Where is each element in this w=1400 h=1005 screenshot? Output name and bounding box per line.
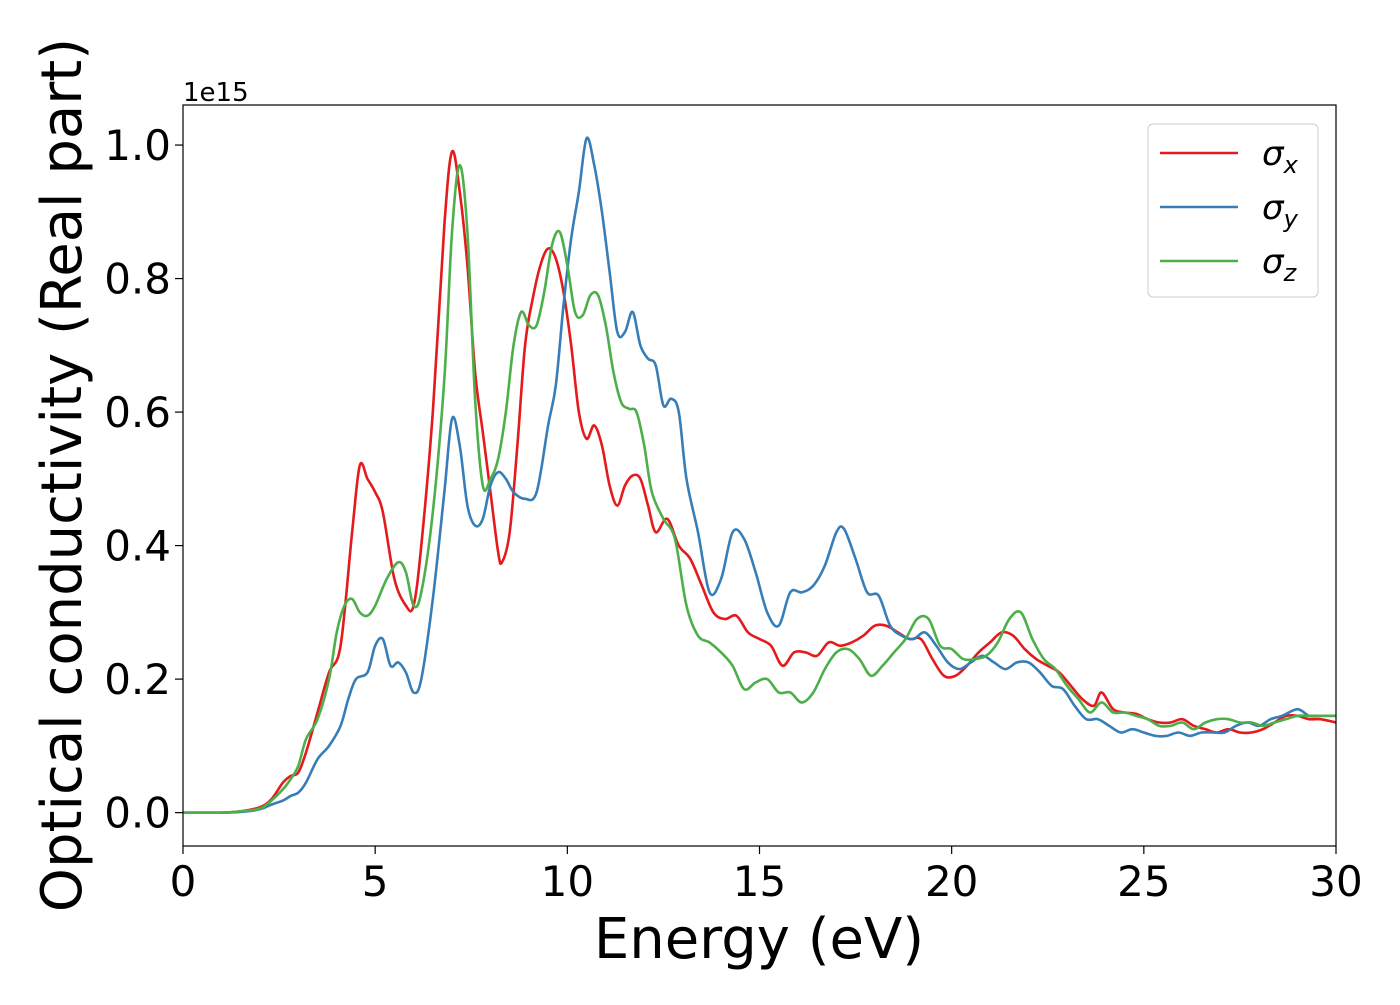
x-tick-label: 20	[925, 857, 978, 906]
y-tick-label: 0.8	[104, 255, 171, 304]
y-axis-label: Optical conductivity (Real part)	[30, 38, 95, 912]
y-tick-label: 0.6	[104, 388, 171, 437]
x-tick-label: 10	[541, 857, 594, 906]
legend-label-sigma-x: σx	[1262, 134, 1299, 179]
y-tick-label: 0.0	[104, 789, 171, 838]
series-line-sigma-y	[183, 136, 1336, 814]
x-axis-ticks: 0 5 10 15 20 25 30	[170, 846, 1363, 906]
legend-label-sigma-y: σy	[1262, 188, 1299, 233]
y-offset-label: 1e15	[183, 78, 249, 108]
legend-label-sigma-z: σz	[1262, 242, 1298, 287]
x-tick-label: 5	[362, 857, 389, 906]
series-lines	[183, 136, 1336, 815]
legend: σx σy σz	[1147, 123, 1319, 298]
series-line-sigma-z	[183, 163, 1336, 815]
y-tick-label: 0.4	[104, 522, 171, 571]
y-tick-label: 0.2	[104, 655, 171, 704]
x-tick-label: 30	[1309, 857, 1362, 906]
series-line-sigma-x	[183, 149, 1336, 815]
y-axis-ticks: 0.0 0.2 0.4 0.6 0.8 1.0	[104, 121, 183, 838]
x-axis-label: Energy (eV)	[594, 907, 924, 972]
legend-box	[1147, 123, 1319, 298]
x-tick-label: 25	[1117, 857, 1170, 906]
y-tick-label: 1.0	[104, 121, 171, 170]
x-tick-label: 0	[170, 857, 197, 906]
x-tick-label: 15	[733, 857, 786, 906]
